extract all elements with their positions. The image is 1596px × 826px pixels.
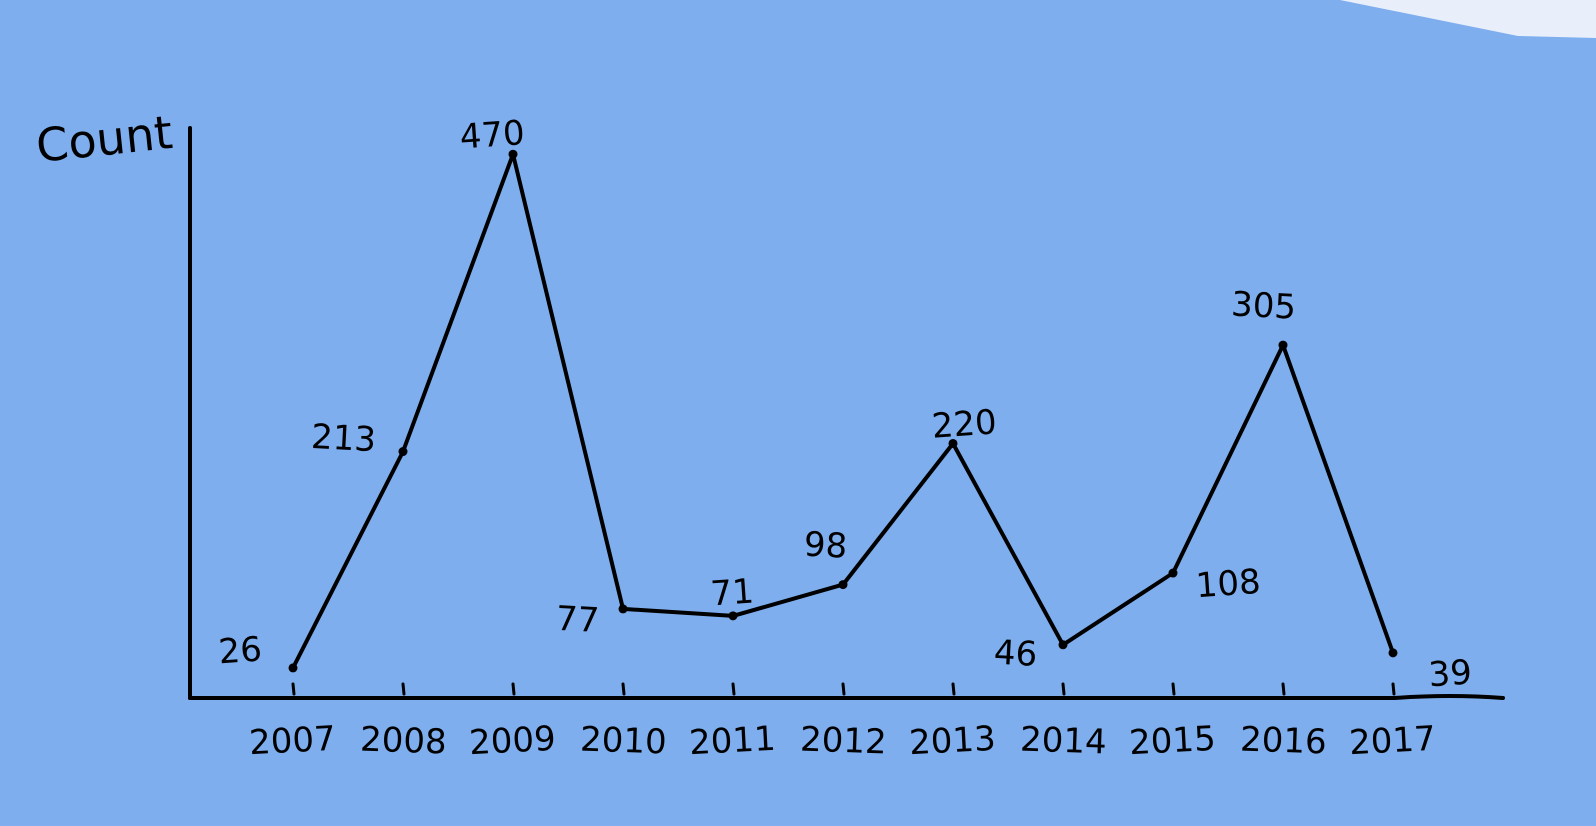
x-tick-label: 2017 bbox=[1348, 719, 1437, 763]
data-point bbox=[1168, 568, 1178, 578]
x-tick bbox=[1391, 682, 1396, 696]
x-tick bbox=[841, 682, 846, 696]
data-points bbox=[288, 149, 1398, 673]
x-tick-label: 2016 bbox=[1239, 720, 1327, 763]
x-axis-ticks bbox=[291, 682, 1396, 696]
x-tick-label: 2009 bbox=[468, 719, 557, 763]
data-label: 39 bbox=[1427, 652, 1473, 695]
x-tick-label: 2014 bbox=[1019, 720, 1107, 763]
x-axis bbox=[188, 694, 1505, 700]
x-axis-tick-labels: 2007 2008 2009 2010 2011 2012 2013 2014 2015 2016… bbox=[248, 719, 1437, 763]
x-tick bbox=[1171, 682, 1176, 696]
x-tick bbox=[951, 682, 956, 696]
x-tick bbox=[1281, 682, 1286, 696]
data-label: 470 bbox=[458, 113, 526, 157]
data-label: 71 bbox=[709, 571, 755, 614]
data-point bbox=[288, 663, 298, 673]
data-labels: 26 213 470 77 71 98 220 46 108 305 39 bbox=[217, 113, 1473, 695]
x-tick-label: 2010 bbox=[579, 720, 667, 763]
x-tick bbox=[291, 682, 296, 696]
x-tick-label: 2011 bbox=[688, 719, 777, 763]
x-tick-label: 2012 bbox=[799, 720, 887, 763]
data-label: 98 bbox=[803, 525, 848, 567]
data-point bbox=[618, 604, 628, 614]
y-axis-label: Count bbox=[34, 105, 176, 173]
x-tick bbox=[1061, 682, 1066, 696]
x-tick bbox=[511, 682, 516, 696]
data-label: 77 bbox=[555, 599, 600, 641]
data-point bbox=[1058, 640, 1068, 650]
data-point bbox=[508, 149, 518, 159]
data-label: 46 bbox=[993, 633, 1038, 675]
x-tick-label: 2008 bbox=[359, 720, 447, 763]
data-label: 108 bbox=[1194, 562, 1262, 606]
data-point bbox=[728, 611, 738, 621]
x-tick-label: 2013 bbox=[908, 719, 997, 763]
data-point bbox=[1278, 340, 1288, 350]
x-tick bbox=[731, 682, 736, 696]
data-label: 213 bbox=[310, 417, 377, 460]
data-label: 305 bbox=[1230, 284, 1297, 327]
data-point bbox=[838, 580, 848, 590]
data-point bbox=[948, 438, 958, 448]
x-tick bbox=[401, 682, 406, 696]
data-point bbox=[1388, 648, 1398, 658]
x-tick-label: 2015 bbox=[1128, 719, 1217, 763]
x-tick-label: 2007 bbox=[248, 719, 337, 763]
data-label: 26 bbox=[217, 629, 263, 672]
data-point bbox=[398, 447, 408, 457]
corner-patch bbox=[1340, 0, 1596, 38]
x-tick bbox=[621, 682, 626, 696]
data-label: 220 bbox=[930, 402, 998, 446]
